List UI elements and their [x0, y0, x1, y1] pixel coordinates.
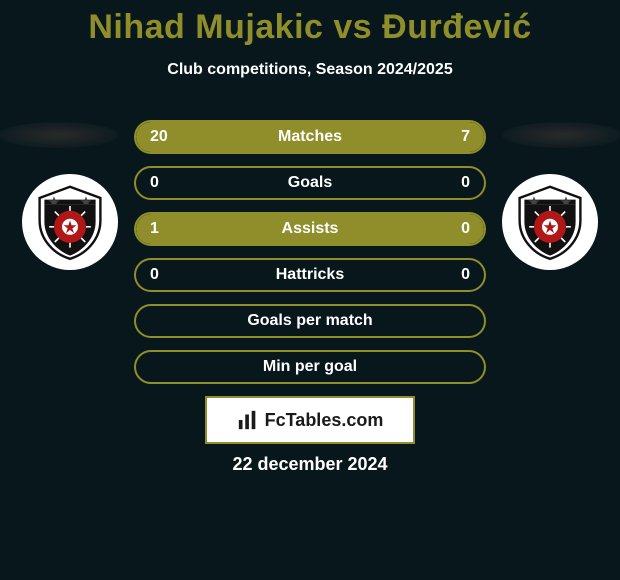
stat-row: 00Goals [134, 166, 486, 200]
stat-label: Min per goal [136, 358, 484, 376]
player-shadow-right [502, 122, 620, 148]
club-crest-left [22, 174, 118, 270]
page-subtitle: Club competitions, Season 2024/2025 [0, 61, 620, 79]
brand-text: FcTables.com [265, 410, 384, 431]
footer-date: 22 december 2024 [0, 454, 620, 475]
shield-icon [30, 182, 110, 262]
stats-container: 207Matches 00Goals 10Assists 00Hattricks Goa… [134, 120, 486, 396]
stat-row: 207Matches [134, 120, 486, 154]
player-shadow-left [0, 122, 118, 148]
club-crest-right [502, 174, 598, 270]
stat-row: Goals per match [134, 304, 486, 338]
stat-row: 10Assists [134, 212, 486, 246]
stat-label: Hattricks [136, 266, 484, 284]
stat-row: 00Hattricks [134, 258, 486, 292]
stat-label: Matches [136, 128, 484, 146]
stat-label: Goals per match [136, 312, 484, 330]
shield-icon [510, 182, 590, 262]
bars-icon [237, 409, 259, 431]
stat-label: Goals [136, 174, 484, 192]
brand-box: FcTables.com [205, 396, 415, 444]
page-title: Nihad Mujakic vs Đurđević [0, 0, 620, 47]
stat-label: Assists [136, 220, 484, 238]
stat-row: Min per goal [134, 350, 486, 384]
